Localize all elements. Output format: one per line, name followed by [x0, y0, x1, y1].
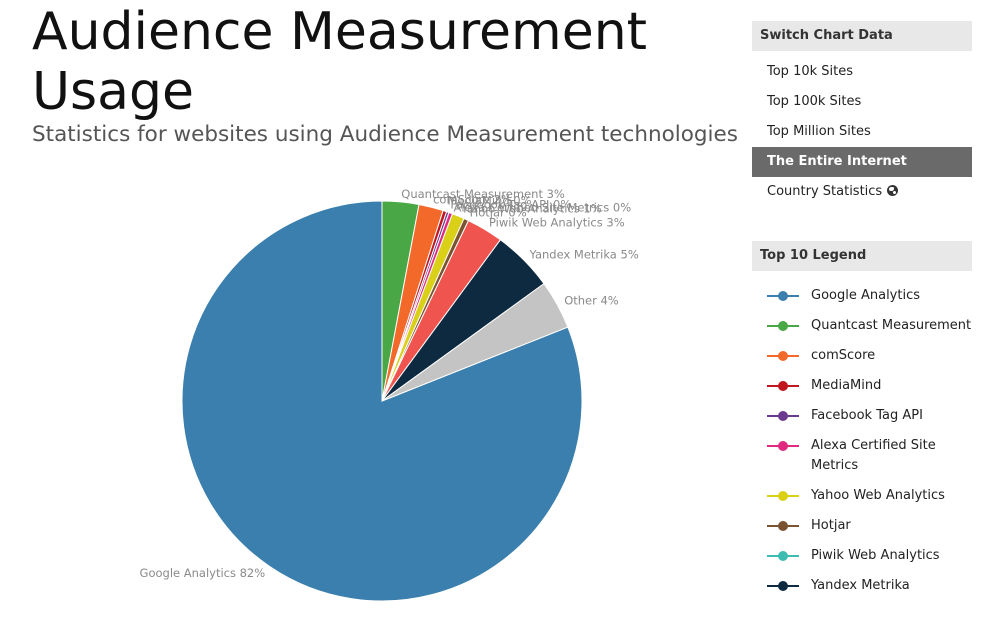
- globe-icon: [887, 185, 899, 196]
- pie-label-facebook-tag-api: Facebook Tag API 0%: [450, 198, 571, 212]
- country-statistics-label: Country Statistics: [767, 184, 883, 199]
- pie-label-yahoo-web-analytics: Yahoo Web Analytics 1%: [460, 202, 601, 216]
- legend-swatch-icon: [767, 520, 799, 532]
- pie-label-google-analytics: Google Analytics 82%: [140, 566, 266, 580]
- legend-swatch-icon: [767, 290, 799, 302]
- legend-swatch-icon: [767, 410, 799, 422]
- legend-swatch-icon: [767, 550, 799, 562]
- legend-item[interactable]: Piwik Web Analytics: [752, 543, 972, 573]
- legend-label: Alexa Certified Site Metrics: [811, 438, 936, 473]
- legend-swatch-icon: [767, 380, 799, 392]
- switch-chart-data-list: Top 10k Sites Top 100k Sites Top Million…: [752, 57, 972, 207]
- pie-label-other: Other 4%: [564, 294, 619, 308]
- page-title: Audience Measurement Usage: [32, 2, 648, 122]
- pie-label-alexa-certified-site-metrics: Alexa Certified Site Metrics 0%: [454, 201, 632, 215]
- pie-label-quantcast-measurement: Quantcast Measurement 3%: [401, 187, 565, 201]
- switch-chart-data-header: Switch Chart Data: [752, 21, 972, 51]
- pie-label-mediamind: MediaMind 0%: [447, 194, 531, 208]
- pie-slice-other[interactable]: [381, 282, 569, 402]
- legend-label: Quantcast Measurement: [811, 318, 972, 333]
- legend-item[interactable]: Facebook Tag API: [752, 403, 972, 433]
- legend-label: Yandex Metrika: [811, 578, 910, 593]
- legend-swatch-icon: [767, 580, 799, 592]
- switch-item-entire-internet[interactable]: The Entire Internet: [752, 147, 972, 177]
- legend-item[interactable]: Google Analytics: [752, 283, 972, 313]
- legend-list: Google Analytics Quantcast Measurement c…: [752, 283, 972, 603]
- top-10-legend-header: Top 10 Legend: [752, 241, 972, 271]
- legend-label: Yahoo Web Analytics: [811, 488, 945, 503]
- legend-item[interactable]: MediaMind: [752, 373, 972, 403]
- pie-label-hotjar: Hotjar 0%: [470, 205, 527, 219]
- switch-chart-data-panel: Switch Chart Data Top 10k Sites Top 100k…: [752, 21, 972, 207]
- legend-swatch-icon: [767, 350, 799, 362]
- legend-swatch-icon: [767, 490, 799, 502]
- legend-item[interactable]: Alexa Certified Site Metrics: [752, 433, 972, 483]
- legend-item[interactable]: Hotjar: [752, 513, 972, 543]
- legend-label: Google Analytics: [811, 288, 921, 303]
- legend-swatch-icon: [767, 320, 799, 332]
- legend-swatch-icon: [767, 440, 799, 452]
- pie-label-piwik-web-analytics: Piwik Web Analytics 3%: [489, 216, 625, 230]
- switch-item-top-100k[interactable]: Top 100k Sites: [767, 94, 862, 109]
- pie-chart: Google Analytics 82% Quantcast Measuremen…: [140, 187, 639, 602]
- switch-item-top-million[interactable]: Top Million Sites: [767, 124, 871, 139]
- pie-label-yandex-metrika: Yandex Metrika 5%: [529, 247, 639, 261]
- switch-item-country-statistics[interactable]: Country Statistics: [752, 177, 972, 207]
- legend-item[interactable]: Yahoo Web Analytics: [752, 483, 972, 513]
- legend-item[interactable]: Quantcast Measurement: [752, 313, 972, 343]
- legend-label: Hotjar: [811, 518, 851, 533]
- legend-item[interactable]: comScore: [752, 343, 972, 373]
- top-10-legend-panel: Top 10 Legend Google Analytics Quantcast…: [752, 241, 972, 603]
- legend-label: Piwik Web Analytics: [811, 548, 940, 563]
- legend-item[interactable]: Yandex Metrika: [752, 573, 972, 603]
- pie-label-comscore: comScore 2%: [433, 192, 512, 206]
- switch-item-top-10k[interactable]: Top 10k Sites: [767, 64, 854, 79]
- legend-label: Facebook Tag API: [811, 408, 923, 423]
- legend-label: MediaMind: [811, 378, 882, 393]
- page-subtitle: Statistics for websites using Audience M…: [32, 122, 738, 147]
- legend-label: comScore: [811, 348, 876, 363]
